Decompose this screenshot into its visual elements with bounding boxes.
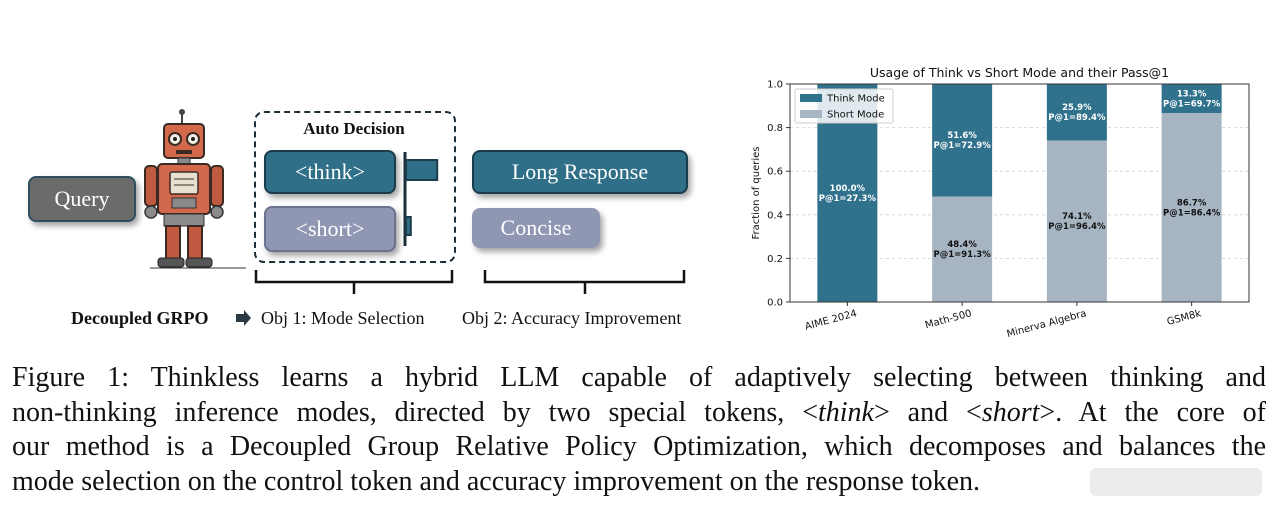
short-percent-label: 74.1%: [1062, 212, 1092, 222]
watermark-overlay: [1090, 468, 1262, 496]
legend-short-label: Short Mode: [827, 110, 884, 121]
long-response-label: Long Response: [511, 159, 649, 184]
short-pass-label: P@1=96.4%: [1048, 222, 1106, 232]
think-percent-label: 100.0%: [830, 184, 866, 194]
auto-decision-box: [254, 111, 456, 263]
short-pass-label: P@1=91.3%: [933, 250, 991, 260]
short-token-box: <short>: [264, 206, 396, 252]
x-tick-label: GSM8k: [1166, 308, 1203, 328]
y-tick-label: 0.6: [767, 167, 783, 178]
caption-line-2-part-a: non-thinking inference modes, directed b…: [12, 396, 818, 428]
auto-decision-title: Auto Decision: [303, 119, 405, 138]
chart-title: Usage of Think vs Short Mode and their P…: [870, 65, 1169, 80]
caption-think-token: think: [817, 396, 874, 428]
arrow-right-icon: [236, 310, 251, 326]
chart-frame: [789, 83, 1250, 303]
diagram-graphics: [144, 109, 686, 326]
chart-svg: Usage of Think vs Short Mode and their P…: [751, 65, 1250, 340]
objective-2-label: Obj 2: Accuracy Improvement: [462, 308, 682, 328]
think-percent-label: 25.9%: [1062, 103, 1092, 113]
caption-line-4: mode selection on the control token and …: [12, 465, 981, 497]
long-response-box: Long Response: [472, 150, 688, 194]
think-mode-bar: [1046, 84, 1107, 141]
y-tick-label: 0.8: [767, 123, 783, 134]
decoupled-grpo-label: Decoupled GRPO: [71, 308, 209, 328]
robot-icon: [144, 109, 246, 269]
concise-box: Concise: [472, 208, 600, 248]
y-axis-label: Fraction of queries: [751, 146, 762, 239]
short-pass-label: P@1=86.4%: [1163, 208, 1221, 218]
legend-think-swatch: [800, 94, 822, 102]
concise-label: Concise: [500, 215, 572, 240]
caption-line-3: our method is a Decoupled Group Relative…: [12, 431, 1266, 462]
short-token-label: <short>: [295, 216, 365, 241]
think-pass-label: P@1=69.7%: [1163, 99, 1221, 109]
x-tick-label: AIME 2024: [804, 308, 858, 332]
short-percent-label: 48.4%: [947, 240, 977, 250]
short-mode-bar: [1046, 140, 1107, 302]
mode-usage-chart: Usage of Think vs Short Mode and their P…: [744, 60, 1270, 350]
caption-line-1: Figure 1: Thinkless learns a hybrid LLM …: [12, 362, 1266, 393]
think-pass-label: P@1=72.9%: [933, 141, 991, 151]
objective-2-bracket: [483, 270, 686, 294]
query-label: Query: [54, 186, 110, 211]
think-percent-label: 51.6%: [947, 131, 977, 141]
caption-line-2: non-thinking inference modes, directed b…: [12, 396, 1266, 431]
y-tick-label: 0.0: [767, 298, 783, 309]
query-box: Query: [28, 176, 136, 222]
method-diagram: Query Auto Decision <think> <short> Long…: [0, 0, 740, 345]
legend-short-swatch: [800, 110, 822, 118]
legend-think-label: Think Mode: [826, 94, 885, 105]
think-token-box: <think>: [264, 150, 396, 194]
caption-line-2-part-c: >. At the core of: [1039, 396, 1267, 428]
objective-1-bracket: [254, 270, 454, 294]
short-mode-bar: [932, 196, 993, 302]
x-tick-label: Math-500: [924, 308, 973, 331]
y-tick-label: 0.4: [767, 210, 783, 221]
short-percent-label: 86.7%: [1177, 198, 1207, 208]
think-pass-label: P@1=27.3%: [819, 194, 877, 204]
think-percent-label: 13.3%: [1177, 89, 1207, 99]
think-mode-bar: [932, 84, 993, 197]
think-pass-label: P@1=89.4%: [1048, 113, 1106, 123]
short-mode-bar: [1161, 112, 1222, 302]
think-mode-bar: [1161, 84, 1222, 113]
objective-1-label: Obj 1: Mode Selection: [261, 308, 425, 328]
think-token-label: <think>: [294, 159, 366, 184]
figure-caption: Figure 1: Thinkless learns a hybrid LLM …: [12, 361, 1266, 499]
x-tick-label: Minerva Algebra: [1006, 308, 1088, 340]
y-tick-label: 0.2: [767, 254, 783, 265]
caption-line-2-part-b: > and <: [873, 396, 982, 428]
think-probability-bar: [405, 159, 439, 181]
caption-short-token: short: [981, 396, 1040, 428]
y-tick-label: 1.0: [767, 80, 783, 91]
short-probability-bar: [405, 216, 412, 236]
